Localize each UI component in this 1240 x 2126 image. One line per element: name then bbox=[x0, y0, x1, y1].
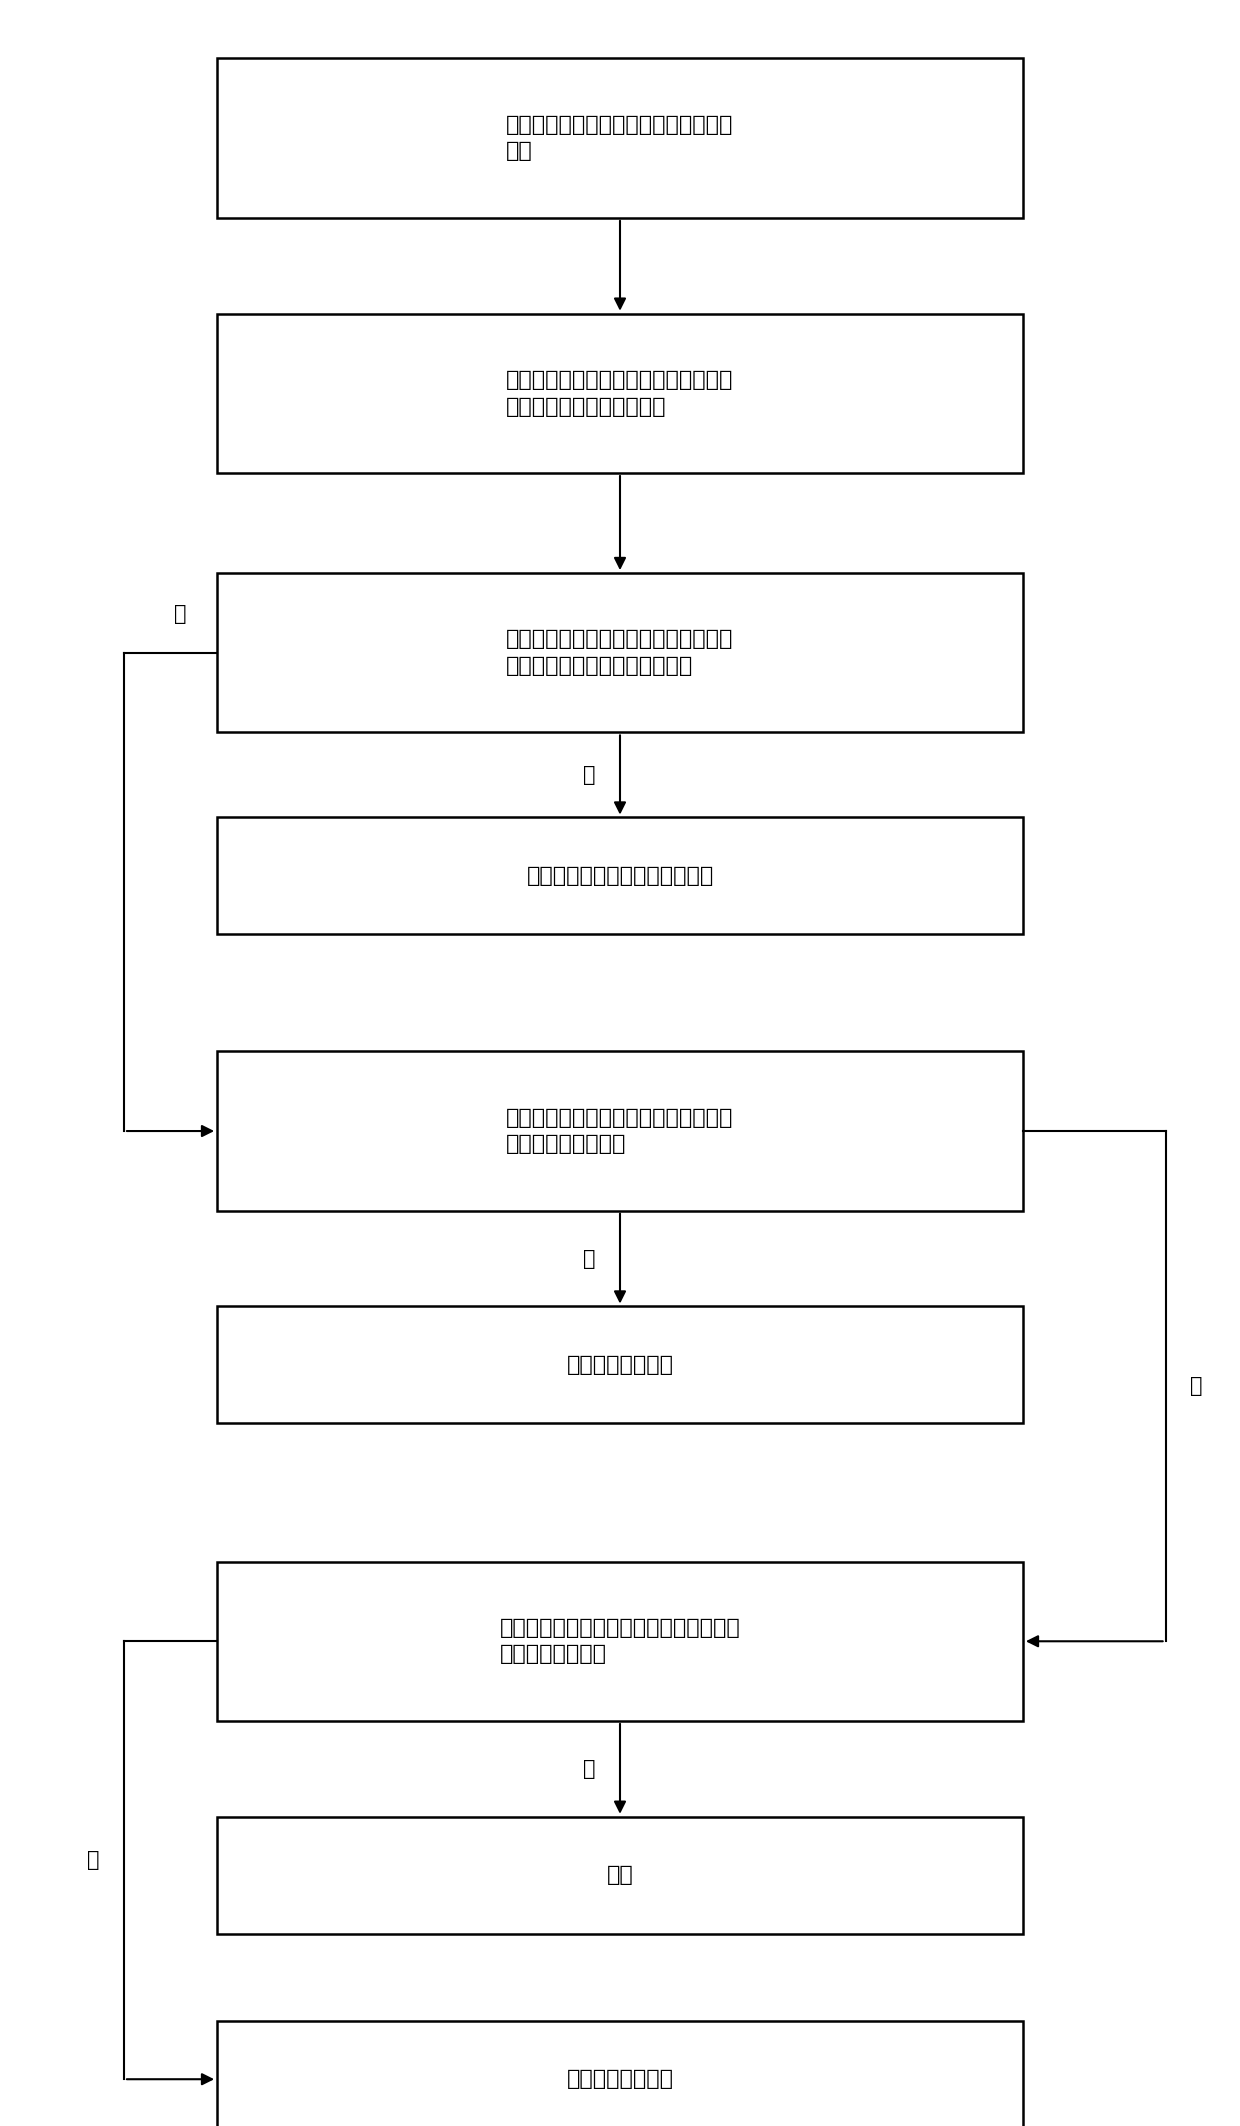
Text: 是: 是 bbox=[583, 1758, 595, 1779]
Bar bbox=[217, 315, 1023, 474]
Text: 进行工程分析处理: 进行工程分析处理 bbox=[567, 1354, 673, 1376]
Text: 否: 否 bbox=[87, 1850, 99, 1871]
Text: 进行工程分析处理: 进行工程分析处理 bbox=[567, 2069, 673, 2090]
Text: 将外层蚀刻线路完成的测试板放置在测
试台的测试位置上等待测试: 将外层蚀刻线路完成的测试板放置在测 试台的测试位置上等待测试 bbox=[506, 370, 734, 417]
Text: 待测试板冷却后检测其阻值，判断阻值是
否在设定范围之内: 待测试板冷却后检测其阻值，判断阻值是 否在设定范围之内 bbox=[500, 1618, 740, 1665]
Text: 设定或校正测试台上的测试设备的基本
参数: 设定或校正测试台上的测试设备的基本 参数 bbox=[506, 115, 734, 162]
Bar bbox=[217, 816, 1023, 935]
Text: 合格: 合格 bbox=[606, 1865, 634, 1886]
Text: 停止检测，找点并切片确认问题: 停止检测，找点并切片确认问题 bbox=[526, 865, 714, 887]
Bar bbox=[217, 574, 1023, 731]
Bar bbox=[217, 57, 1023, 217]
Text: 对测试板通电加热，进行二次检测，判
断测试板是否有异常: 对测试板通电加热，进行二次检测，判 断测试板是否有异常 bbox=[506, 1108, 734, 1154]
Bar bbox=[217, 1560, 1023, 1722]
Text: 否: 否 bbox=[583, 765, 595, 784]
Text: 是: 是 bbox=[174, 604, 186, 625]
Text: 是: 是 bbox=[583, 1248, 595, 1269]
Bar bbox=[217, 1816, 1023, 1935]
Text: 采用欧姆仪对测试位置上的测试板进行
初步检测，判断其阻值是否正常: 采用欧姆仪对测试位置上的测试板进行 初步检测，判断其阻值是否正常 bbox=[506, 629, 734, 676]
Bar bbox=[217, 2020, 1023, 2126]
Text: 否: 否 bbox=[1190, 1376, 1203, 1397]
Bar bbox=[217, 1305, 1023, 1424]
Bar bbox=[217, 1050, 1023, 1210]
